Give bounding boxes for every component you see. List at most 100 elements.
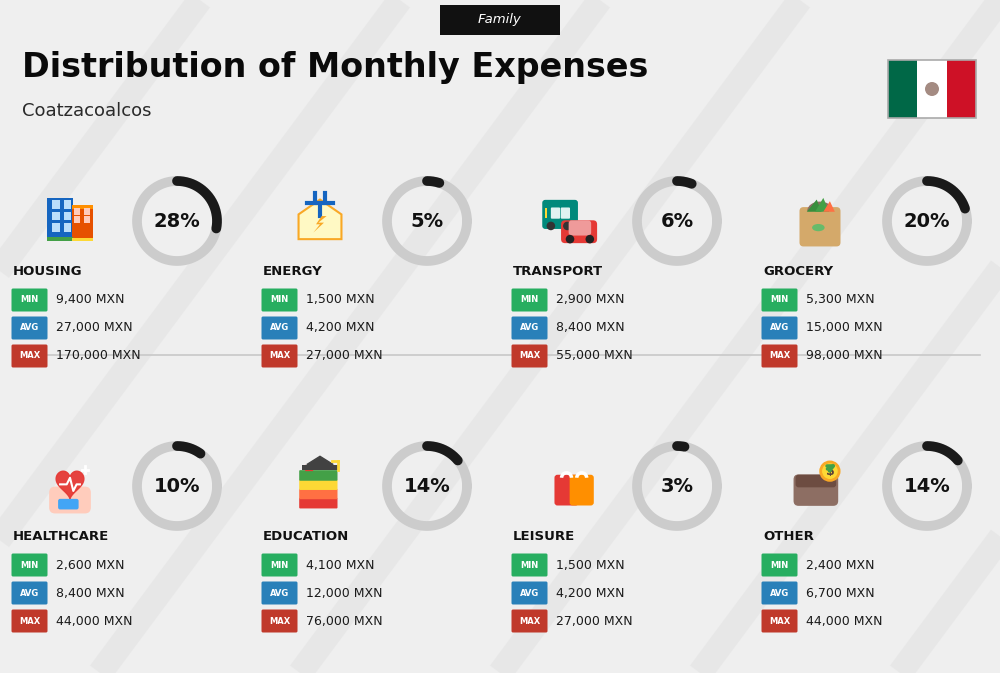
FancyBboxPatch shape <box>796 474 836 487</box>
Text: TRANSPORT: TRANSPORT <box>513 264 603 277</box>
Text: 55,000 MXN: 55,000 MXN <box>556 349 633 363</box>
Circle shape <box>566 235 574 244</box>
FancyBboxPatch shape <box>542 200 578 229</box>
Text: 1,500 MXN: 1,500 MXN <box>556 559 625 571</box>
FancyBboxPatch shape <box>762 610 798 633</box>
FancyBboxPatch shape <box>72 238 93 241</box>
Text: HEALTHCARE: HEALTHCARE <box>13 530 109 542</box>
FancyBboxPatch shape <box>762 316 798 339</box>
Text: 5%: 5% <box>410 211 444 230</box>
FancyBboxPatch shape <box>569 220 591 236</box>
FancyBboxPatch shape <box>545 209 547 217</box>
Text: AVG: AVG <box>520 324 539 332</box>
Text: 14%: 14% <box>404 476 450 495</box>
Text: 1,500 MXN: 1,500 MXN <box>306 293 375 306</box>
Circle shape <box>821 462 839 481</box>
Text: MIN: MIN <box>270 295 289 304</box>
FancyBboxPatch shape <box>917 60 947 118</box>
FancyBboxPatch shape <box>74 216 80 223</box>
FancyBboxPatch shape <box>888 60 917 118</box>
Text: 28%: 28% <box>154 211 200 230</box>
Polygon shape <box>807 200 822 212</box>
FancyBboxPatch shape <box>52 201 60 209</box>
FancyBboxPatch shape <box>262 610 297 633</box>
FancyBboxPatch shape <box>11 610 47 633</box>
FancyBboxPatch shape <box>299 470 338 481</box>
Text: ENERGY: ENERGY <box>263 264 323 277</box>
FancyBboxPatch shape <box>554 474 579 505</box>
FancyBboxPatch shape <box>762 553 798 577</box>
FancyBboxPatch shape <box>512 316 548 339</box>
Text: GROCERY: GROCERY <box>763 264 833 277</box>
FancyBboxPatch shape <box>512 289 548 312</box>
Text: MAX: MAX <box>519 616 540 625</box>
Text: 14%: 14% <box>904 476 950 495</box>
Text: EDUCATION: EDUCATION <box>263 530 349 542</box>
FancyBboxPatch shape <box>49 487 91 513</box>
FancyBboxPatch shape <box>52 212 60 220</box>
Text: 20%: 20% <box>904 211 950 230</box>
FancyBboxPatch shape <box>11 581 47 604</box>
Text: AVG: AVG <box>770 324 789 332</box>
Text: Distribution of Monthly Expenses: Distribution of Monthly Expenses <box>22 52 648 85</box>
Text: 3%: 3% <box>660 476 694 495</box>
Polygon shape <box>823 201 835 212</box>
FancyBboxPatch shape <box>762 581 798 604</box>
Circle shape <box>547 221 555 230</box>
FancyBboxPatch shape <box>440 5 560 35</box>
FancyBboxPatch shape <box>11 289 47 312</box>
Text: Coatzacoalcos: Coatzacoalcos <box>22 102 152 120</box>
Text: 76,000 MXN: 76,000 MXN <box>306 614 383 627</box>
Text: 170,000 MXN: 170,000 MXN <box>56 349 141 363</box>
FancyBboxPatch shape <box>72 209 93 241</box>
FancyBboxPatch shape <box>794 474 838 506</box>
Text: MIN: MIN <box>270 561 289 569</box>
Text: AVG: AVG <box>20 588 39 598</box>
Text: AVG: AVG <box>20 324 39 332</box>
FancyBboxPatch shape <box>512 581 548 604</box>
FancyBboxPatch shape <box>262 581 297 604</box>
Polygon shape <box>313 216 327 233</box>
Circle shape <box>586 235 594 244</box>
Text: 5,300 MXN: 5,300 MXN <box>806 293 875 306</box>
Text: 27,000 MXN: 27,000 MXN <box>56 322 133 334</box>
FancyBboxPatch shape <box>262 553 297 577</box>
Text: 12,000 MXN: 12,000 MXN <box>306 586 382 600</box>
FancyBboxPatch shape <box>52 223 60 232</box>
FancyBboxPatch shape <box>302 464 338 470</box>
Text: 9,400 MXN: 9,400 MXN <box>56 293 124 306</box>
Text: 27,000 MXN: 27,000 MXN <box>306 349 383 363</box>
FancyBboxPatch shape <box>551 207 560 219</box>
FancyBboxPatch shape <box>11 553 47 577</box>
Text: 98,000 MXN: 98,000 MXN <box>806 349 883 363</box>
Text: 4,200 MXN: 4,200 MXN <box>556 586 624 600</box>
Text: 10%: 10% <box>154 476 200 495</box>
Text: 8,400 MXN: 8,400 MXN <box>56 586 125 600</box>
Text: MIN: MIN <box>520 295 539 304</box>
Polygon shape <box>307 456 333 464</box>
FancyBboxPatch shape <box>561 220 597 243</box>
FancyBboxPatch shape <box>84 216 90 223</box>
Text: MAX: MAX <box>519 351 540 361</box>
FancyBboxPatch shape <box>299 498 338 508</box>
Text: 2,600 MXN: 2,600 MXN <box>56 559 124 571</box>
FancyBboxPatch shape <box>262 345 297 367</box>
Text: MAX: MAX <box>19 616 40 625</box>
FancyBboxPatch shape <box>262 289 297 312</box>
Text: AVG: AVG <box>520 588 539 598</box>
Text: MAX: MAX <box>269 351 290 361</box>
FancyBboxPatch shape <box>512 345 548 367</box>
Circle shape <box>925 82 939 96</box>
FancyBboxPatch shape <box>74 208 80 215</box>
Text: 27,000 MXN: 27,000 MXN <box>556 614 633 627</box>
Text: 15,000 MXN: 15,000 MXN <box>806 322 883 334</box>
Text: MIN: MIN <box>770 561 789 569</box>
Text: 8,400 MXN: 8,400 MXN <box>556 322 625 334</box>
Circle shape <box>563 221 572 230</box>
FancyBboxPatch shape <box>64 201 71 209</box>
Text: 44,000 MXN: 44,000 MXN <box>806 614 883 627</box>
FancyBboxPatch shape <box>762 345 798 367</box>
Text: 44,000 MXN: 44,000 MXN <box>56 614 132 627</box>
FancyBboxPatch shape <box>800 207 840 246</box>
Polygon shape <box>299 200 341 239</box>
